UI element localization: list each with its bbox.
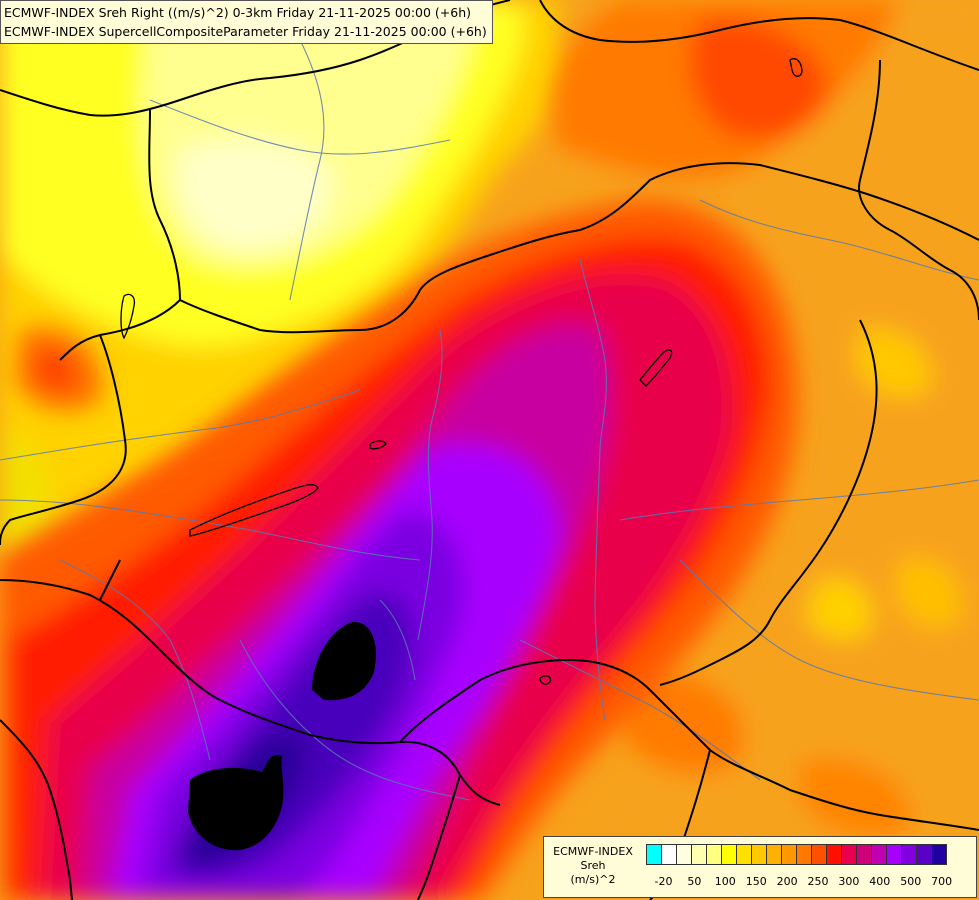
legend-tick-6: 300	[838, 875, 860, 888]
legend-tick-4: 200	[776, 875, 798, 888]
legend-tick-5: 250	[807, 875, 829, 888]
legend-swatch-4	[706, 844, 722, 865]
legend-swatch-3	[691, 844, 707, 865]
legend-swatch-17	[901, 844, 917, 865]
field-extreme	[188, 621, 376, 851]
legend-swatch-7	[751, 844, 767, 865]
legend-swatch-2	[676, 844, 692, 865]
title-line-2: ECMWF-INDEX SupercellCompositeParameter …	[4, 24, 487, 39]
legend-swatch-12	[826, 844, 842, 865]
legend-swatch-5	[721, 844, 737, 865]
map-title: ECMWF-INDEX Sreh Right ((m/s)^2) 0-3km F…	[0, 0, 493, 44]
legend-caption: ECMWF-INDEX Sreh (m/s)^2	[546, 845, 640, 887]
legend-tick-9: 700	[931, 875, 953, 888]
legend-swatch-8	[766, 844, 782, 865]
title-line-1: ECMWF-INDEX Sreh Right ((m/s)^2) 0-3km F…	[4, 5, 472, 20]
legend-tick-labels: -20 50 100 150 200 250 300 400 500 700	[646, 875, 976, 891]
legend-tick-3: 150	[745, 875, 767, 888]
legend-swatch-6	[736, 844, 752, 865]
legend-tick-8: 500	[900, 875, 922, 888]
legend-swatch-19	[931, 844, 947, 865]
legend-unit: (m/s)^2	[570, 873, 616, 886]
rivers	[0, 39, 979, 801]
legend-swatch-14	[856, 844, 872, 865]
legend-color-bar	[646, 844, 947, 865]
legend-tick-2: 100	[714, 875, 736, 888]
legend-swatch-16	[886, 844, 902, 865]
legend-swatch-0	[646, 844, 662, 865]
legend-swatch-1	[661, 844, 677, 865]
legend-swatch-15	[871, 844, 887, 865]
legend-tick-7: 400	[869, 875, 891, 888]
field-yellow	[0, 0, 577, 560]
legend-variable: Sreh	[580, 859, 606, 872]
legend-model: ECMWF-INDEX	[553, 845, 633, 858]
legend-swatch-11	[811, 844, 827, 865]
legend-swatch-13	[841, 844, 857, 865]
legend-tick-1: 50	[687, 875, 702, 888]
legend-swatch-18	[916, 844, 932, 865]
legend-tick-0: -20	[654, 875, 673, 888]
color-legend: ECMWF-INDEX Sreh (m/s)^2 -20 50 100 150 200 2…	[543, 836, 977, 898]
legend-swatch-9	[781, 844, 797, 865]
legend-swatch-10	[796, 844, 812, 865]
lakes	[120, 58, 803, 685]
